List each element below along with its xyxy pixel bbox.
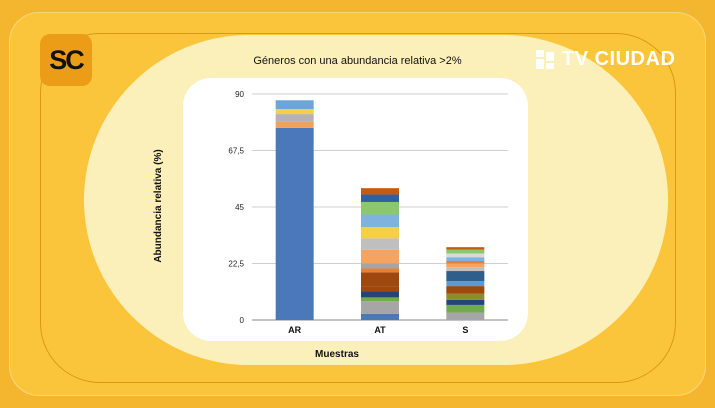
y-tick-label: 22,5 [228, 260, 244, 269]
bar-segment-at [361, 291, 399, 298]
bar-segment-at [361, 286, 399, 292]
y-tick-label: 0 [240, 316, 245, 325]
bar-segment-at [361, 227, 399, 239]
inner-frame [40, 33, 676, 383]
bar-segment-at [361, 301, 399, 314]
bar-segment-s [446, 271, 485, 282]
tv-ciudad-icon [536, 49, 554, 69]
bar-segment-ar [275, 121, 314, 128]
category-label-ar: AR [288, 325, 301, 335]
bar-segment-at [361, 272, 399, 287]
bar-segment-s [446, 286, 485, 294]
category-labels: AR AT S [288, 325, 468, 335]
bar-segment-at [361, 188, 399, 195]
bar-segment-s [446, 253, 485, 258]
bar-segment-at [361, 313, 399, 320]
category-label-at: AT [374, 325, 386, 335]
sc-logo: SC [40, 34, 92, 86]
tv-ciudad-text: TV CIUDAD [562, 48, 676, 70]
bar-segment-s [446, 257, 485, 261]
y-tick-label: 90 [235, 90, 244, 99]
bar-segment-at [361, 297, 399, 302]
bar-segment-s [446, 304, 485, 313]
y-tick-labels: 0 22,5 45 67,5 90 [228, 90, 244, 325]
y-tick-label: 67,5 [228, 147, 244, 156]
bar-segment-ar [275, 100, 314, 110]
bar-segment-ar [275, 109, 314, 115]
bar-segment-s [446, 293, 485, 300]
bar-segment-at [361, 194, 399, 202]
bars [275, 100, 485, 321]
bar-segment-s [446, 249, 485, 254]
bar-segment-at [361, 249, 399, 264]
bar-segment-at [361, 268, 399, 273]
bar-segment-s [446, 260, 485, 264]
category-label-s: S [462, 325, 468, 335]
y-tick-label: 45 [235, 203, 244, 212]
bar-segment-s [446, 247, 485, 250]
bar-segment-s [446, 267, 485, 272]
sc-logo-text: SC [49, 44, 84, 75]
bar-segment-s [446, 281, 485, 287]
tv-ciudad-logo: TV CIUDAD [534, 48, 675, 71]
bar-segment-ar [275, 127, 314, 321]
chart-title: Géneros con una abundancia relativa >2% [253, 55, 462, 67]
y-axis-title: Abundancia relativa (%) [153, 149, 164, 262]
bar-segment-at [361, 238, 399, 250]
bar-segment-at [361, 201, 399, 215]
bar-segment-s [446, 263, 485, 268]
x-axis-title: Muestras [315, 349, 359, 360]
bar-segment-at [361, 214, 399, 228]
bar-segment-s [446, 299, 485, 305]
bar-segment-s [446, 312, 485, 320]
bar-segment-ar [275, 114, 314, 122]
bar-segment-at [361, 263, 399, 269]
